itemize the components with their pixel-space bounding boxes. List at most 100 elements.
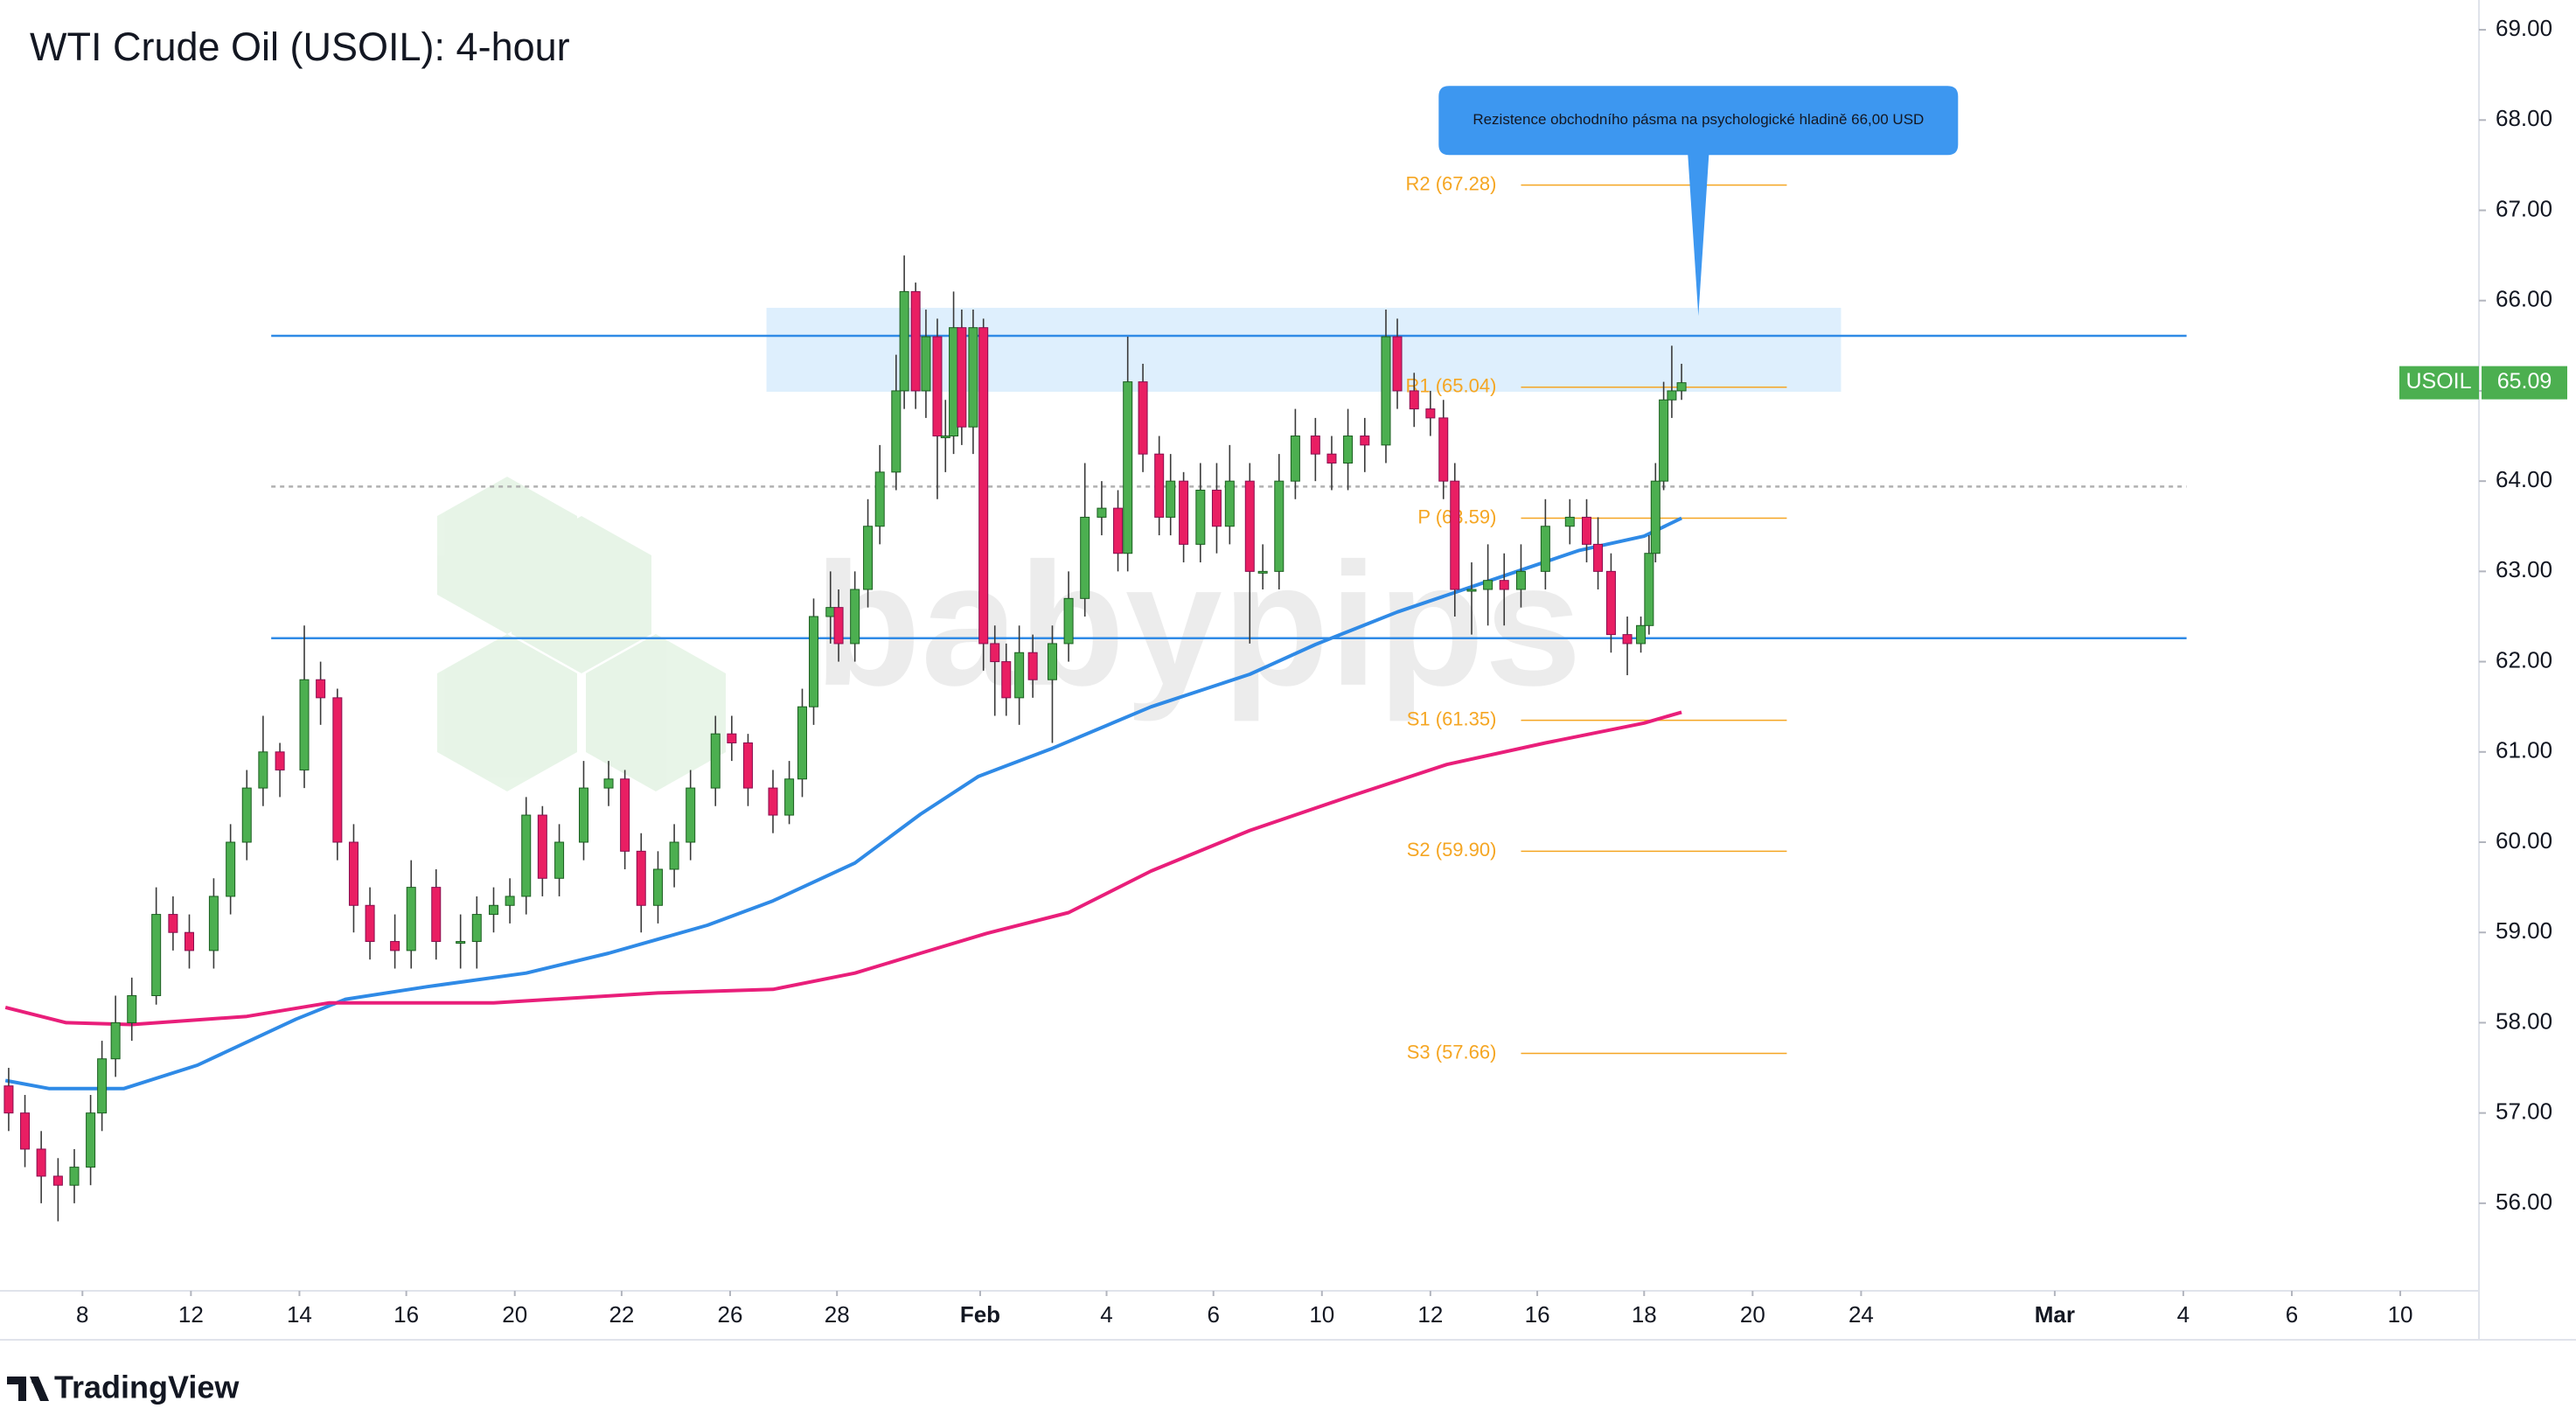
candle-body [127, 994, 137, 1023]
candle-body [69, 1167, 80, 1186]
pivot-label: R2 (67.28) [1406, 172, 1497, 194]
x-tick-label: 10 [1309, 1301, 1334, 1328]
candle-body [636, 850, 646, 906]
candle-body [1438, 417, 1449, 482]
y-tick-label: 64.00 [2496, 466, 2552, 492]
candle-body [1310, 436, 1320, 455]
candle-body [978, 327, 989, 645]
logo-icon [7, 1377, 49, 1401]
candle-body [899, 290, 909, 392]
pivot-label: S1 (61.35) [1407, 708, 1497, 729]
y-tick-label: 61.00 [2496, 737, 2552, 763]
candle-body [833, 607, 844, 645]
candle-body [299, 679, 310, 770]
candle-body [1257, 570, 1268, 574]
candle-body [1166, 480, 1176, 518]
candle-body [797, 706, 807, 780]
candle-body [431, 887, 442, 943]
candle-body [1027, 652, 1038, 680]
candle-body [1564, 516, 1575, 527]
candle-body [52, 1175, 63, 1186]
candle-body [1392, 336, 1403, 392]
candle-body [1211, 489, 1222, 527]
candle-body [505, 896, 515, 906]
candle-body [891, 390, 902, 473]
x-tick-label: 22 [609, 1301, 634, 1328]
candle-body [1123, 381, 1133, 554]
pivot-label: S3 (57.66) [1407, 1041, 1497, 1063]
candle-body [110, 1021, 121, 1060]
y-tick-label: 58.00 [2496, 1007, 2552, 1034]
candle-body [1080, 516, 1090, 599]
y-tick-label: 59.00 [2496, 917, 2552, 944]
candle-body [1224, 480, 1235, 527]
x-tick-label: Feb [960, 1301, 1000, 1328]
candle-body [208, 896, 219, 951]
candle-body [1244, 480, 1255, 572]
symbol-badge [2399, 366, 2479, 400]
x-tick-label: 26 [718, 1301, 743, 1328]
candle-body [1360, 436, 1370, 446]
x-tick-label: 16 [1525, 1301, 1550, 1328]
candle-body [825, 607, 836, 617]
candle-body [226, 841, 236, 897]
candle-body [258, 751, 268, 789]
candle-body [554, 841, 565, 879]
x-tick-label: 12 [1417, 1301, 1443, 1328]
candle-body [1138, 381, 1148, 455]
candle-body [710, 733, 721, 789]
candle-body [1676, 382, 1687, 392]
candle-body [603, 778, 614, 789]
candle-body [36, 1148, 46, 1177]
candle-body [1063, 597, 1074, 645]
logo-cube [512, 516, 651, 673]
x-tick-label: 14 [287, 1301, 312, 1328]
candle-body [537, 814, 547, 879]
logo-cube [586, 634, 726, 791]
moving-average [4, 710, 1682, 1027]
candle-body [1343, 436, 1354, 464]
candle-body [957, 327, 967, 428]
candle-body [727, 733, 737, 743]
x-tick-label: 6 [1207, 1301, 1219, 1328]
candle-body [1622, 634, 1633, 645]
candle-body [1667, 390, 1677, 401]
candle-body [1425, 408, 1436, 419]
y-tick-label: 57.00 [2496, 1098, 2552, 1125]
candle-body [1113, 507, 1124, 554]
y-tick-label: 66.00 [2496, 286, 2552, 312]
candle-body [784, 778, 795, 816]
candle-body [742, 742, 753, 789]
candle-body [151, 914, 162, 996]
x-tick-label: 4 [1100, 1301, 1112, 1328]
candle-body [1466, 589, 1477, 592]
candle-body [1001, 661, 1012, 699]
candle-body [489, 904, 499, 916]
x-tick-label: 28 [825, 1301, 850, 1328]
moving-average [4, 516, 1682, 1091]
candle-body [348, 841, 359, 906]
candle-body [3, 1085, 14, 1114]
candle-body [874, 471, 885, 527]
candle-body [86, 1112, 96, 1168]
candle-body [1097, 507, 1107, 518]
candle-body [1381, 336, 1391, 446]
x-tick-label: 6 [2286, 1301, 2298, 1328]
candle-body [932, 336, 943, 437]
candle-body [97, 1058, 108, 1114]
candle-body [316, 679, 326, 699]
y-tick-label: 63.00 [2496, 556, 2552, 582]
candle-body [1047, 643, 1057, 680]
candle-body [168, 914, 178, 933]
candle-body [949, 327, 959, 437]
candle-body [1644, 553, 1654, 626]
y-tick-label: 60.00 [2496, 827, 2552, 854]
candle-body [940, 436, 950, 439]
candle-body [1540, 526, 1550, 572]
x-tick-label: 4 [2177, 1301, 2190, 1328]
footer-logo: TradingView [7, 1370, 240, 1405]
callout-text: Rezistence obchodního pásma na psycholog… [1472, 111, 1924, 128]
candle-body [1179, 480, 1189, 545]
